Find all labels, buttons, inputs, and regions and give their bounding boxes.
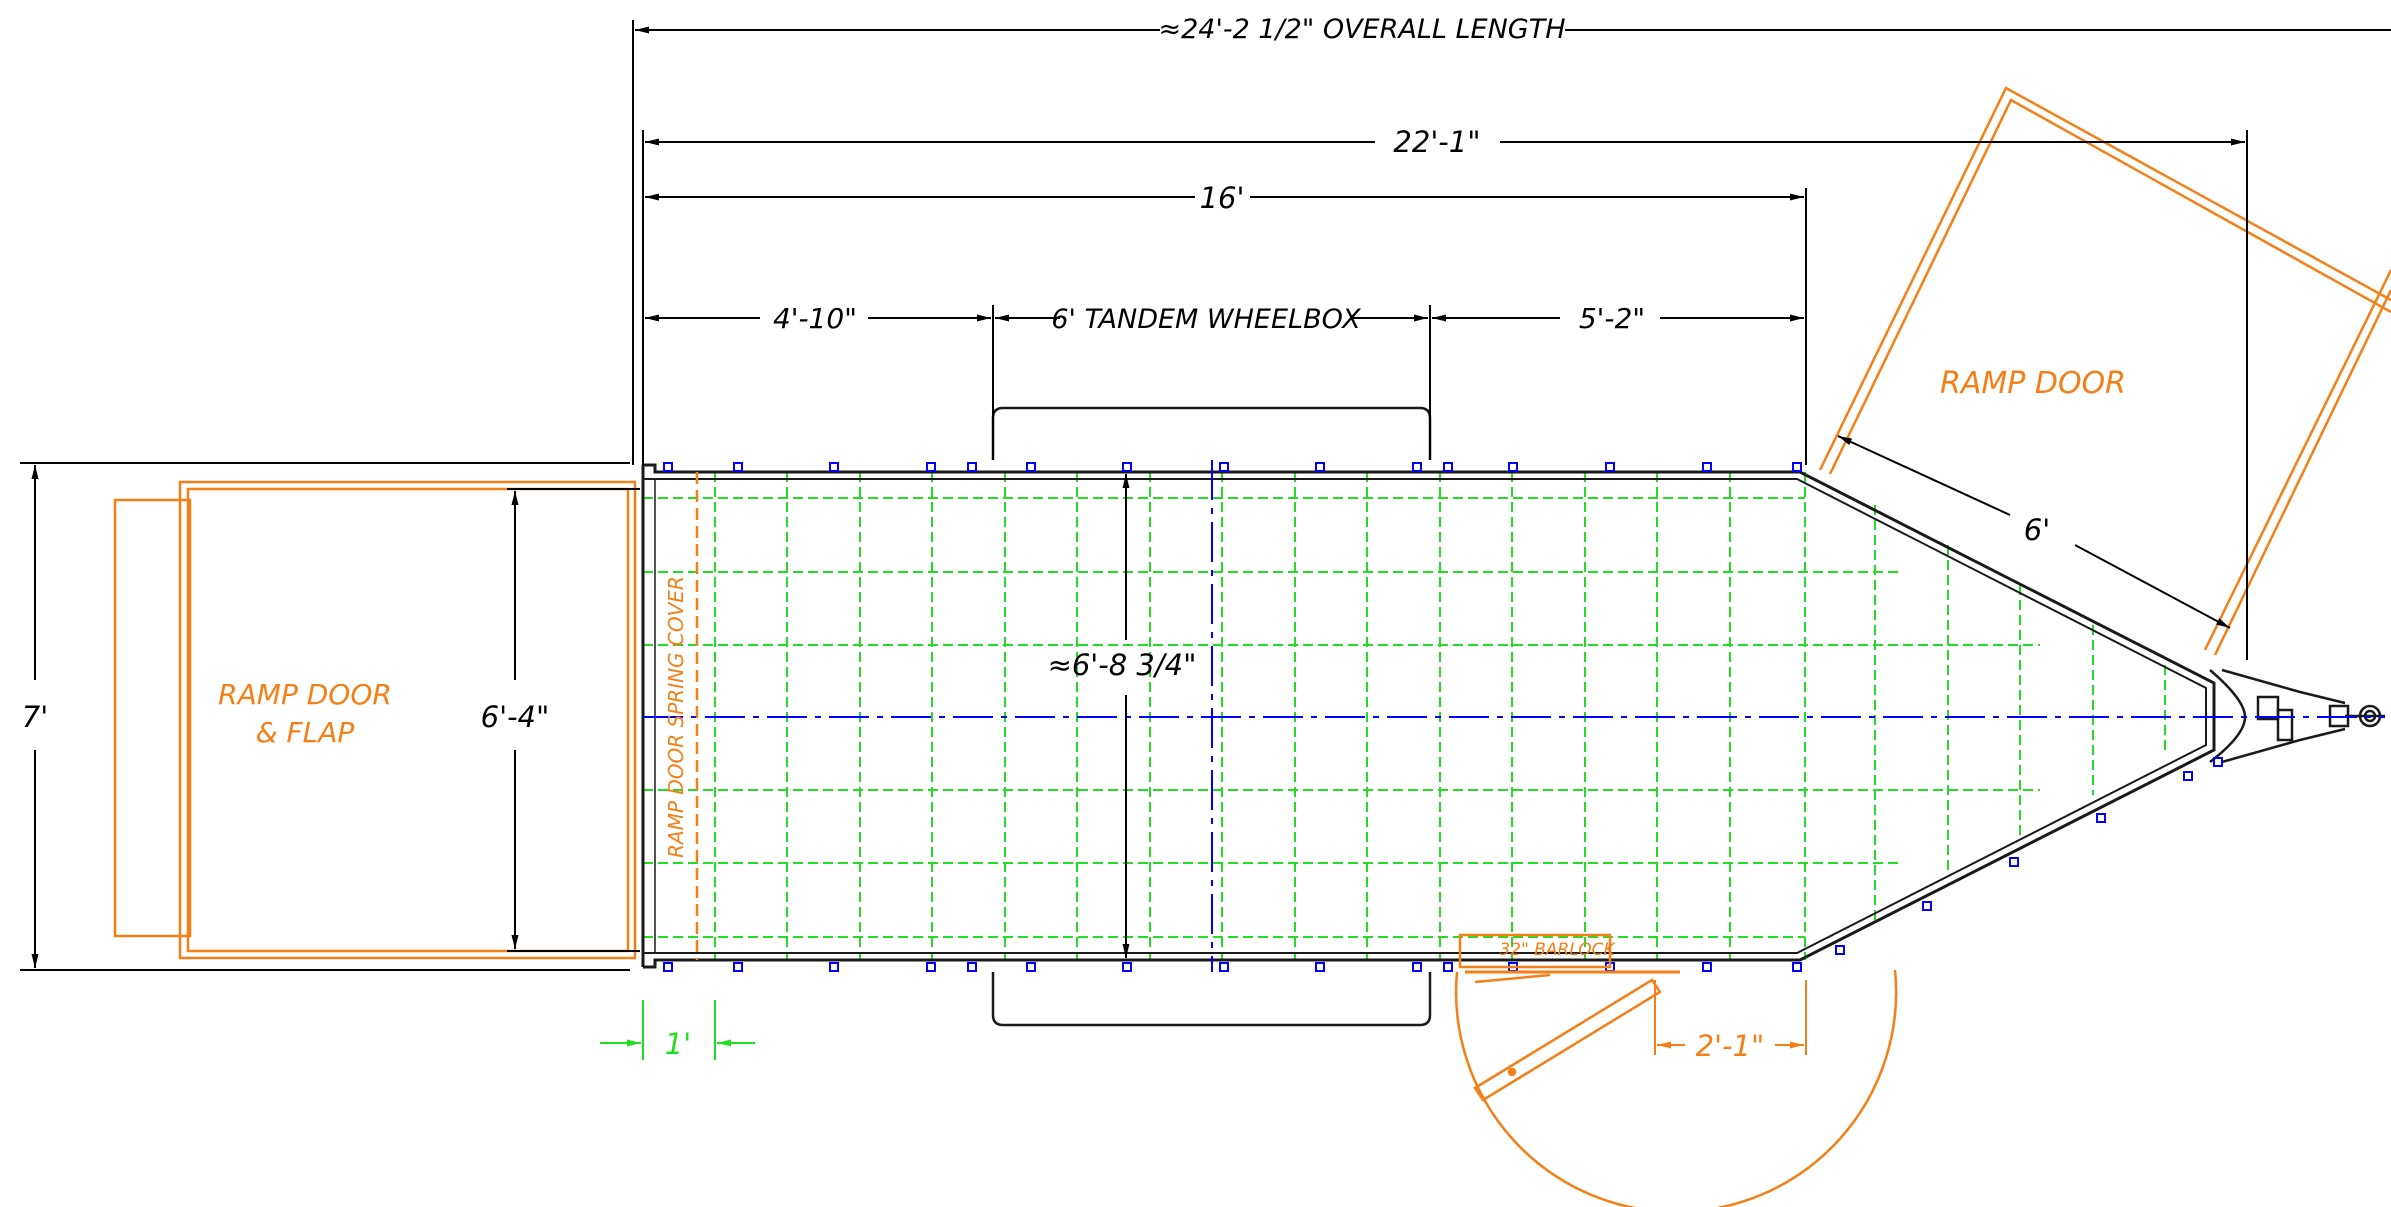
dimension-lines bbox=[20, 20, 2391, 971]
spring-cover-label: RAMP DOOR SPRING COVER bbox=[664, 576, 688, 858]
spring-cover-dim-label: 1' bbox=[665, 1027, 691, 1061]
ramp-side-label: 6' bbox=[2024, 513, 2050, 547]
ramp-door-flap-label-line2: & FLAP bbox=[256, 716, 355, 749]
ramp-door-flap-label-line1: RAMP DOOR bbox=[218, 678, 392, 711]
tongue-hitch bbox=[2209, 668, 2385, 764]
overall-length-label: ≈24'-2 1/2" OVERALL LENGTH bbox=[1158, 14, 1565, 45]
length-22-label: 22'-1" bbox=[1393, 125, 1480, 159]
barlock-label: 32" BARLOCK bbox=[1499, 940, 1616, 960]
side-ramp-door bbox=[1818, 86, 2391, 656]
wheelbox-top bbox=[991, 406, 1432, 460]
rear-opening-label: 6'-4" bbox=[481, 700, 550, 734]
front-dim-label: 4'-10" bbox=[773, 302, 857, 335]
spring-cover-dimension bbox=[600, 1000, 755, 1060]
interior-width-label: ≈6'-8 3/4" bbox=[1048, 648, 1197, 682]
rear-ramp-door-flap bbox=[113, 480, 637, 960]
rear-dim-label: 5'-2" bbox=[1579, 302, 1645, 335]
side-door-dimension bbox=[1654, 980, 1807, 1055]
side-door-swing bbox=[1454, 933, 1898, 1207]
side-door-dim-label: 2'-1" bbox=[1696, 1029, 1765, 1063]
e-track-points bbox=[663, 462, 2223, 972]
wheelbox-label: 6' TANDEM WHEELBOX bbox=[1051, 304, 1361, 335]
wheelbox-bottom bbox=[991, 972, 1432, 1027]
side-ramp-door-label: RAMP DOOR bbox=[1940, 366, 2126, 401]
width-7-label: 7' bbox=[22, 700, 48, 734]
length-16-label: 16' bbox=[1200, 181, 1245, 215]
